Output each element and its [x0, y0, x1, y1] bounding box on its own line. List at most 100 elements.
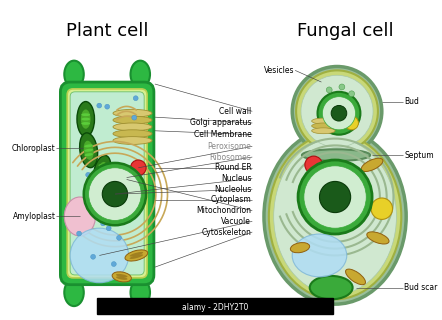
Text: alamy - 2DHY2T0: alamy - 2DHY2T0 [182, 303, 248, 312]
Circle shape [76, 231, 81, 236]
Circle shape [349, 91, 354, 97]
Circle shape [331, 106, 347, 121]
Circle shape [292, 67, 382, 156]
Ellipse shape [310, 276, 353, 299]
Circle shape [89, 168, 141, 220]
Ellipse shape [81, 122, 90, 125]
Text: Mitochondrion: Mitochondrion [196, 206, 251, 215]
Circle shape [101, 221, 106, 226]
Circle shape [317, 92, 360, 135]
Text: Ribosomes: Ribosomes [210, 153, 251, 162]
Circle shape [87, 190, 91, 195]
Text: Cytoplasm: Cytoplasm [210, 196, 251, 204]
Text: Fungal cell: Fungal cell [297, 22, 394, 40]
Ellipse shape [269, 134, 401, 299]
Circle shape [371, 198, 392, 220]
Text: Amyloplast: Amyloplast [12, 212, 56, 221]
Circle shape [319, 172, 324, 178]
Ellipse shape [302, 149, 370, 161]
Text: Plant cell: Plant cell [66, 22, 149, 40]
FancyBboxPatch shape [70, 92, 144, 275]
Ellipse shape [84, 149, 93, 152]
Ellipse shape [99, 172, 106, 175]
Circle shape [132, 115, 137, 120]
Ellipse shape [113, 116, 152, 124]
Ellipse shape [64, 61, 84, 88]
Ellipse shape [130, 61, 150, 88]
Ellipse shape [64, 197, 95, 236]
Circle shape [105, 104, 110, 109]
Ellipse shape [84, 153, 93, 156]
Ellipse shape [81, 113, 90, 116]
Circle shape [130, 160, 146, 176]
Ellipse shape [346, 269, 366, 285]
Text: Chloroplast: Chloroplast [12, 144, 56, 153]
Ellipse shape [113, 130, 152, 138]
Text: Nucleus: Nucleus [221, 174, 251, 183]
Ellipse shape [64, 279, 84, 306]
Circle shape [301, 75, 373, 147]
Ellipse shape [113, 123, 152, 131]
Ellipse shape [116, 274, 127, 277]
Circle shape [304, 181, 310, 187]
Circle shape [84, 163, 146, 225]
Circle shape [326, 169, 332, 175]
Circle shape [339, 84, 345, 90]
Circle shape [111, 262, 116, 267]
Circle shape [338, 165, 344, 171]
Ellipse shape [94, 156, 110, 184]
FancyBboxPatch shape [67, 89, 147, 278]
Ellipse shape [130, 279, 150, 306]
Text: Cell wall: Cell wall [219, 107, 251, 116]
Ellipse shape [367, 232, 389, 244]
Ellipse shape [112, 272, 131, 282]
Ellipse shape [113, 109, 152, 117]
Text: Round ER: Round ER [214, 163, 251, 172]
Ellipse shape [116, 276, 127, 280]
Ellipse shape [120, 178, 133, 184]
Ellipse shape [290, 243, 310, 253]
Ellipse shape [274, 139, 396, 294]
Ellipse shape [361, 158, 383, 172]
Ellipse shape [120, 175, 133, 181]
Circle shape [133, 96, 138, 101]
Text: Peroxisome: Peroxisome [207, 142, 251, 151]
Ellipse shape [99, 164, 106, 168]
Circle shape [137, 188, 141, 193]
Circle shape [298, 160, 372, 234]
Ellipse shape [125, 250, 148, 261]
Text: Septum: Septum [404, 151, 434, 160]
Ellipse shape [312, 118, 335, 124]
Circle shape [117, 236, 122, 240]
Ellipse shape [98, 162, 107, 178]
Ellipse shape [99, 168, 106, 171]
Circle shape [345, 116, 358, 130]
Ellipse shape [84, 144, 93, 148]
Circle shape [86, 172, 91, 177]
Ellipse shape [113, 137, 152, 144]
Circle shape [320, 181, 351, 212]
Text: Vacuole: Vacuole [221, 217, 251, 226]
Ellipse shape [81, 109, 91, 129]
Circle shape [304, 166, 366, 228]
Ellipse shape [81, 118, 90, 121]
Circle shape [296, 70, 378, 152]
Circle shape [322, 97, 355, 130]
Ellipse shape [264, 129, 406, 304]
Ellipse shape [292, 234, 347, 277]
Text: Bud scar: Bud scar [404, 283, 438, 292]
Circle shape [91, 254, 95, 259]
Ellipse shape [312, 123, 335, 129]
Ellipse shape [130, 252, 143, 257]
Circle shape [305, 156, 322, 174]
Circle shape [89, 181, 94, 186]
Circle shape [326, 87, 332, 93]
Circle shape [102, 181, 128, 207]
Bar [97, 298, 333, 314]
Ellipse shape [70, 228, 129, 283]
Ellipse shape [116, 172, 137, 187]
Text: Cell Membrane: Cell Membrane [194, 130, 251, 139]
Text: Vesicles: Vesicles [264, 66, 294, 75]
Ellipse shape [312, 128, 335, 134]
Ellipse shape [84, 141, 94, 160]
